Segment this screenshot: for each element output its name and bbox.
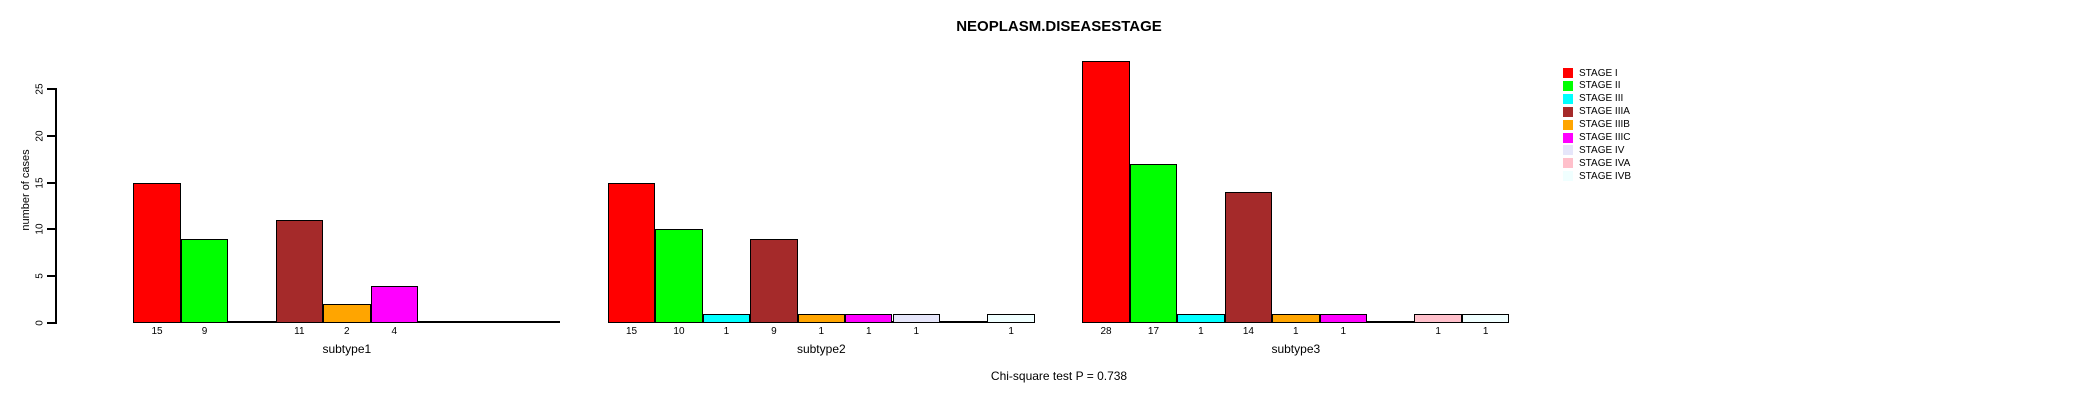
y-axis-tick bbox=[47, 275, 55, 278]
y-axis-tick-label: 5 bbox=[34, 273, 46, 279]
bar-subtype2-stage-iv bbox=[892, 314, 940, 323]
group-label-subtype1: subtype1 bbox=[322, 342, 372, 356]
legend-item: STAGE III bbox=[1563, 93, 1623, 105]
legend-swatch bbox=[1563, 132, 1573, 143]
bar-value-label: 1 bbox=[1340, 326, 1347, 337]
bar-subtype2-stage-iiib bbox=[797, 314, 846, 323]
bar-value-label: 14 bbox=[1242, 326, 1254, 337]
bar-value-label: 1 bbox=[723, 326, 730, 337]
y-axis-tick bbox=[47, 228, 55, 231]
y-axis-tick-label: 10 bbox=[34, 223, 46, 235]
bar-value-label: 1 bbox=[818, 326, 825, 337]
bar-value-label: 10 bbox=[673, 326, 685, 337]
y-axis-tick-label: 0 bbox=[34, 320, 46, 326]
bar-subtype2-stage-ii bbox=[655, 229, 703, 323]
bar-value-label: 1 bbox=[1008, 326, 1014, 337]
legend-label: STAGE IIIB bbox=[1579, 119, 1630, 131]
bar-subtype3-stage-iiia bbox=[1224, 192, 1273, 323]
y-axis-tick bbox=[47, 181, 55, 184]
legend-swatch bbox=[1563, 80, 1573, 91]
y-axis-title: number of cases bbox=[20, 149, 32, 231]
legend-swatch bbox=[1563, 93, 1573, 104]
legend-item: STAGE II bbox=[1563, 80, 1621, 92]
y-axis-line bbox=[55, 88, 57, 324]
legend-swatch bbox=[1563, 171, 1573, 182]
bar-value-label: 17 bbox=[1147, 326, 1160, 337]
legend: STAGE I STAGE II STAGE III STAGE IIIA STAGE … bbox=[1563, 67, 1703, 187]
legend-item: STAGE IIIB bbox=[1563, 119, 1630, 131]
legend-item: STAGE I bbox=[1563, 67, 1618, 79]
legend-swatch bbox=[1563, 158, 1573, 169]
y-axis-tick-label: 20 bbox=[34, 130, 46, 142]
bar-subtype1-stage-i bbox=[133, 183, 181, 323]
y-axis-tick-label: 25 bbox=[34, 83, 46, 95]
legend-label: STAGE III bbox=[1579, 93, 1624, 105]
bar-value-label: 15 bbox=[151, 326, 163, 337]
bar-value-label: 1 bbox=[1198, 326, 1204, 337]
group-label-subtype2: subtype2 bbox=[796, 342, 846, 356]
y-axis-tick-label: 15 bbox=[34, 177, 46, 189]
legend-label: STAGE I bbox=[1579, 67, 1618, 79]
bar-subtype2-stage-ivb bbox=[987, 314, 1035, 323]
bar-value-label: 1 bbox=[913, 326, 919, 337]
y-axis-tick bbox=[47, 88, 55, 90]
bar-subtype1-stage-ii bbox=[180, 239, 229, 323]
legend-label: STAGE IIIC bbox=[1579, 132, 1631, 143]
legend-item: STAGE IIIC bbox=[1563, 132, 1631, 144]
bar-subtype3-stage-iii bbox=[1177, 314, 1225, 323]
bar-subtype2-stage-iiia bbox=[750, 239, 798, 323]
legend-label: STAGE IIIA bbox=[1579, 106, 1630, 118]
bar-value-label: 1 bbox=[1293, 326, 1299, 337]
legend-swatch bbox=[1563, 68, 1573, 78]
legend-label: STAGE IVA bbox=[1579, 157, 1631, 169]
legend-item: STAGE IVB bbox=[1563, 170, 1631, 182]
legend-item: STAGE IV bbox=[1563, 144, 1624, 156]
bar-subtype3-stage-ivb bbox=[1461, 314, 1510, 323]
group-label-subtype3: subtype3 bbox=[1271, 342, 1321, 356]
bar-subtype2-stage-i bbox=[607, 183, 656, 323]
legend-swatch bbox=[1563, 119, 1573, 130]
bar-value-label: 2 bbox=[344, 326, 350, 337]
bar-subtype3-stage-iva bbox=[1414, 314, 1462, 323]
bar-value-label: 1 bbox=[1435, 326, 1441, 337]
bar-value-label: 11 bbox=[294, 326, 305, 337]
bar-subtype1-stage-iiic bbox=[370, 286, 418, 323]
legend-label: STAGE IVB bbox=[1579, 170, 1632, 182]
bar-value-label: 9 bbox=[771, 326, 777, 337]
bar-value-label: 4 bbox=[391, 326, 398, 337]
legend-label: STAGE II bbox=[1579, 80, 1621, 92]
bar-value-label: 15 bbox=[625, 326, 638, 337]
bar-value-label: 1 bbox=[1482, 326, 1489, 337]
y-axis-tick bbox=[47, 134, 55, 137]
bar-value-label: 9 bbox=[201, 326, 208, 337]
bar-subtype3-stage-iiib bbox=[1272, 314, 1320, 323]
y-axis-tick bbox=[47, 322, 55, 324]
legend-swatch bbox=[1563, 145, 1573, 156]
chi-square-note: Chi-square test P = 0.738 bbox=[990, 369, 1128, 383]
legend-swatch bbox=[1563, 106, 1573, 117]
bar-subtype3-stage-iiic bbox=[1319, 314, 1367, 323]
bar-subtype2-stage-iiic bbox=[845, 314, 893, 323]
bar-subtype1-stage-iiia bbox=[275, 220, 324, 323]
bar-subtype1-stage-iiib bbox=[323, 304, 371, 323]
bar-subtype3-stage-i bbox=[1082, 61, 1130, 323]
bar-value-label: 1 bbox=[865, 326, 872, 337]
bar-value-label: 28 bbox=[1100, 326, 1112, 337]
chart-title: NEOPLASM.DISEASESTAGE bbox=[956, 18, 1162, 35]
bar-subtype2-stage-iii bbox=[702, 314, 751, 323]
legend-item: STAGE IIIA bbox=[1563, 106, 1630, 118]
legend-label: STAGE IV bbox=[1579, 144, 1625, 156]
bar-subtype3-stage-ii bbox=[1129, 164, 1178, 323]
legend-item: STAGE IVA bbox=[1563, 157, 1630, 169]
